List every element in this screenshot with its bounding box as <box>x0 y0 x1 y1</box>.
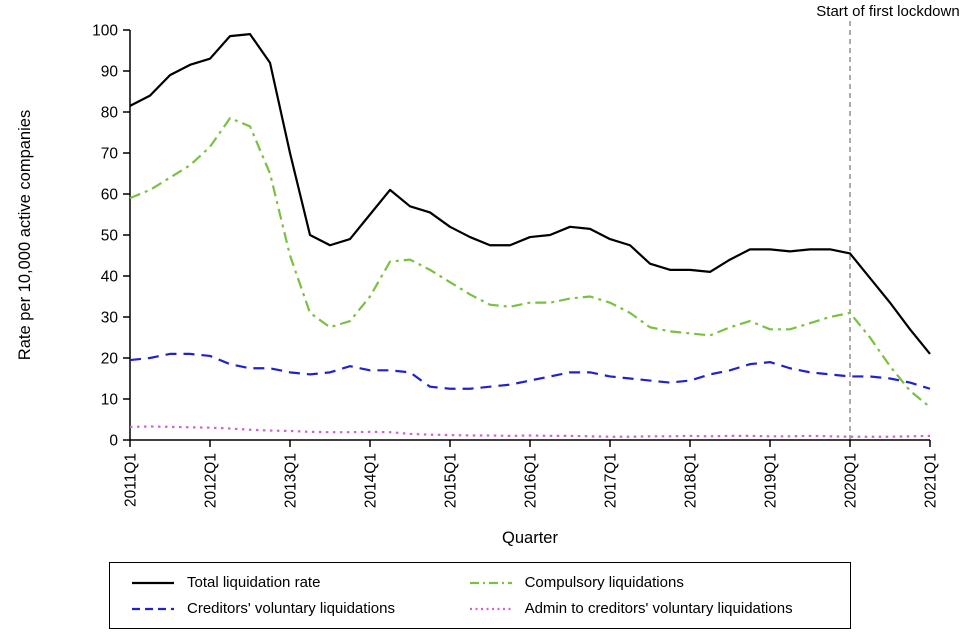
legend-label-creditors-voluntary: Creditors' voluntary liquidations <box>187 600 395 617</box>
series-line <box>129 425 931 438</box>
x-tick-label: 2012Q1 <box>203 453 220 508</box>
y-axis-title: Rate per 10,000 active companies <box>16 110 34 360</box>
x-tick-label: 2013Q1 <box>283 453 300 508</box>
x-tick-label: 2014Q1 <box>363 453 380 508</box>
series-lines <box>129 32 931 438</box>
legend-label-admin-to-cvl: Admin to creditors' voluntary liquidatio… <box>524 600 793 617</box>
x-tick-label: 2011Q1 <box>123 453 140 507</box>
y-tick-label: 50 <box>101 228 119 245</box>
legend-line-total-icon <box>132 581 174 584</box>
legend-item-admin-to-cvl: Admin to creditors' voluntary liquidatio… <box>468 600 830 617</box>
lockdown-label: Start of first lockdown <box>816 3 959 20</box>
y-tick-label: 30 <box>101 310 119 327</box>
y-tick-label: 10 <box>101 392 119 409</box>
legend-line-admin-to-cvl-icon <box>469 607 512 610</box>
x-tick-label: 2021Q1 <box>923 453 940 508</box>
y-tick-label: 0 <box>109 433 118 450</box>
legend-item-total: Total liquidation rate <box>130 574 454 591</box>
x-tick-label: 2016Q1 <box>523 453 540 508</box>
x-axis-ticks: 2011Q1 2012Q1 2013Q1 2014Q1 2015Q1 2016Q1 2017… <box>123 440 940 508</box>
x-tick-label: 2020Q1 <box>843 453 860 508</box>
x-tick-label: 2015Q1 <box>443 453 460 508</box>
chart-legend: Total liquidation rate Compulsory liquid… <box>109 562 851 629</box>
x-axis-title: Quarter <box>502 529 558 547</box>
series-line <box>129 117 931 409</box>
y-axis-ticks: 0 10 20 30 40 50 60 70 80 90 100 <box>92 23 130 450</box>
legend-item-compulsory: Compulsory liquidations <box>468 574 830 591</box>
lockdown-annotation: Start of first lockdown <box>816 3 960 440</box>
x-tick-label: 2019Q1 <box>763 453 780 508</box>
legend-item-creditors-voluntary: Creditors' voluntary liquidations <box>130 600 454 617</box>
legend-line-creditors-voluntary-icon <box>132 607 174 610</box>
y-tick-label: 40 <box>101 269 119 286</box>
legend-label-compulsory: Compulsory liquidations <box>524 574 684 591</box>
x-tick-label: 2017Q1 <box>603 453 620 508</box>
series-line <box>129 32 931 355</box>
liquidation-rate-chart: Start of first lockdown 0 10 20 30 40 50 60 70 80… <box>16 3 960 547</box>
x-tick-label: 2018Q1 <box>683 453 700 508</box>
y-tick-label: 20 <box>101 351 119 368</box>
series-line <box>129 352 931 390</box>
y-tick-label: 70 <box>101 146 119 163</box>
y-tick-label: 100 <box>92 23 118 40</box>
y-tick-label: 60 <box>101 187 119 204</box>
chart-canvas: Start of first lockdown 0 10 20 30 40 50 60 70 80… <box>16 3 960 547</box>
legend-label-total: Total liquidation rate <box>187 574 321 591</box>
y-tick-label: 90 <box>101 64 119 81</box>
axes <box>129 30 930 441</box>
y-tick-label: 80 <box>101 105 119 122</box>
legend-line-compulsory-icon <box>469 581 512 584</box>
